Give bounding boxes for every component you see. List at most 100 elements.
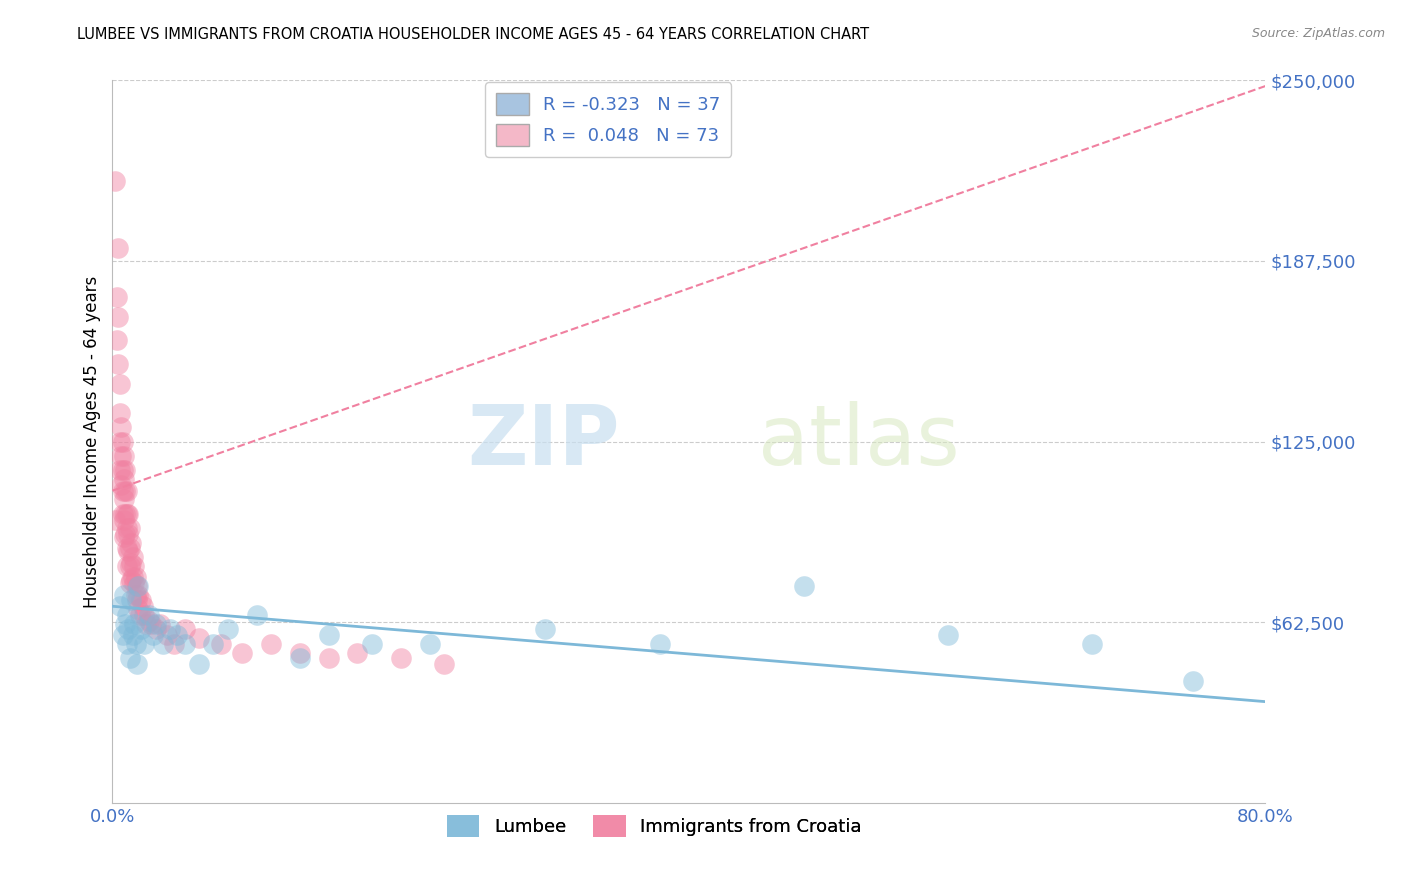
Point (936, 628, 959, 642)
Point (112, 530, 135, 544)
Point (132, 599, 155, 614)
Point (231, 646, 253, 660)
Point (118, 576, 141, 591)
Point (217, 623, 239, 637)
Point (209, 637, 232, 651)
Point (163, 637, 186, 651)
Point (118, 541, 141, 556)
Point (156, 628, 179, 642)
Point (318, 651, 340, 665)
Point (111, 463, 134, 477)
Point (166, 628, 188, 642)
Point (125, 657, 148, 671)
Point (124, 570, 146, 584)
Point (127, 602, 149, 616)
Point (107, 310, 129, 325)
Point (111, 483, 134, 498)
Point (107, 241, 129, 255)
Point (122, 558, 145, 573)
Point (260, 637, 283, 651)
Point (1081, 637, 1104, 651)
Point (534, 623, 557, 637)
Text: Source: ZipAtlas.com: Source: ZipAtlas.com (1251, 27, 1385, 40)
Point (114, 483, 136, 498)
Point (135, 616, 157, 631)
Point (115, 507, 138, 521)
Point (145, 616, 167, 631)
Point (115, 521, 138, 535)
Point (115, 607, 138, 622)
Point (138, 614, 160, 628)
Point (118, 651, 141, 665)
Point (128, 607, 150, 622)
Point (246, 607, 269, 622)
Point (120, 556, 142, 570)
Point (117, 527, 139, 541)
Point (108, 599, 131, 614)
Point (108, 376, 131, 391)
Point (127, 579, 149, 593)
Point (112, 492, 135, 507)
Point (111, 434, 134, 449)
Point (121, 628, 143, 642)
Point (419, 637, 441, 651)
Point (107, 357, 129, 371)
Point (360, 637, 382, 651)
Point (288, 651, 311, 665)
Point (112, 472, 135, 486)
Point (115, 637, 138, 651)
Point (650, 637, 672, 651)
Point (346, 646, 368, 660)
Point (318, 628, 340, 642)
Point (104, 174, 127, 188)
Point (389, 651, 412, 665)
Point (202, 637, 225, 651)
Point (288, 646, 311, 660)
Point (115, 483, 138, 498)
Point (173, 623, 195, 637)
Point (118, 558, 141, 573)
Point (110, 420, 132, 434)
Point (108, 406, 131, 420)
Point (149, 616, 172, 631)
Point (114, 616, 136, 631)
Point (134, 637, 156, 651)
Text: ZIP: ZIP (467, 401, 620, 482)
Point (141, 616, 163, 631)
Y-axis label: Householder Income Ages 45 - 64 years: Householder Income Ages 45 - 64 years (83, 276, 101, 607)
Point (124, 588, 146, 602)
Point (105, 334, 128, 348)
Point (110, 478, 132, 492)
Point (129, 623, 153, 637)
Point (114, 507, 136, 521)
Point (104, 512, 127, 526)
Point (134, 607, 156, 622)
Text: LUMBEE VS IMMIGRANTS FROM CROATIA HOUSEHOLDER INCOME AGES 45 - 64 YEARS CORRELAT: LUMBEE VS IMMIGRANTS FROM CROATIA HOUSEH… (77, 27, 869, 42)
Point (120, 535, 142, 549)
Point (117, 507, 139, 521)
Point (793, 579, 815, 593)
Point (108, 434, 131, 449)
Point (159, 623, 181, 637)
Point (110, 449, 132, 463)
Point (117, 544, 139, 558)
Point (152, 637, 174, 651)
Point (125, 579, 148, 593)
Point (114, 463, 136, 477)
Point (115, 558, 138, 573)
Point (117, 623, 139, 637)
Point (125, 593, 148, 607)
Point (1182, 674, 1205, 689)
Point (121, 550, 143, 565)
Point (138, 607, 160, 622)
Point (105, 290, 128, 304)
Point (111, 628, 134, 642)
Point (173, 637, 195, 651)
Point (118, 521, 141, 535)
Point (121, 570, 143, 584)
Point (433, 657, 456, 671)
Legend: Lumbee, Immigrants from Croatia: Lumbee, Immigrants from Croatia (440, 808, 869, 845)
Point (122, 576, 145, 591)
Point (112, 588, 135, 602)
Point (120, 593, 142, 607)
